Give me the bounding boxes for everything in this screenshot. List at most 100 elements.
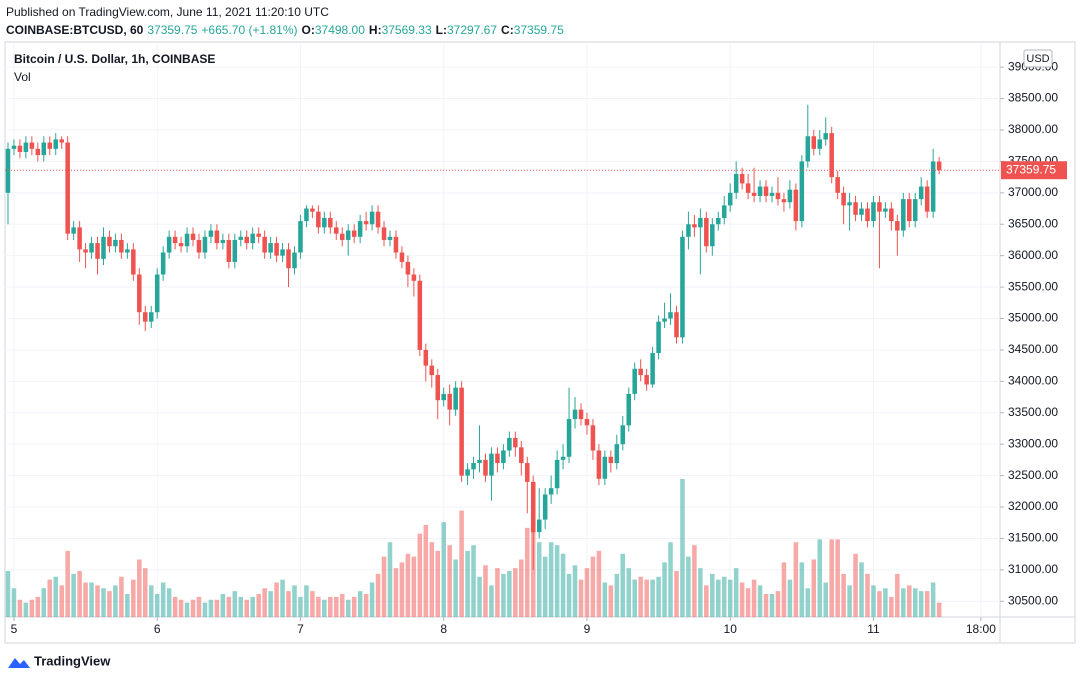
candle-body <box>208 230 214 237</box>
candle-body <box>316 211 321 228</box>
last-price-box <box>1001 161 1067 180</box>
candle-body <box>554 459 560 489</box>
volume-bar <box>17 599 23 617</box>
volume-bar <box>638 576 643 617</box>
volume-bar <box>11 588 17 617</box>
volume-bar <box>369 582 375 617</box>
candle-body <box>536 519 542 533</box>
candle-body <box>441 393 446 401</box>
volume-bar <box>292 585 297 617</box>
candle-body <box>351 230 357 237</box>
candle-body <box>733 173 739 193</box>
volume-bar <box>268 591 273 617</box>
volume-bar <box>5 571 11 617</box>
candle-body <box>471 463 476 470</box>
volume-bar <box>542 556 548 617</box>
volume-bar <box>137 559 142 617</box>
volume-bar <box>172 596 178 617</box>
candle-body <box>757 186 763 196</box>
candle-body <box>83 249 88 253</box>
volume-bar <box>274 582 279 617</box>
candle-body <box>393 236 399 253</box>
candle-body <box>357 221 363 237</box>
candle-body <box>411 274 417 281</box>
volume-bar <box>877 591 882 617</box>
candle-body <box>459 387 464 476</box>
chart-frame <box>4 41 1076 644</box>
candle-body <box>345 230 351 240</box>
candle-body <box>387 236 393 240</box>
volume-bar <box>256 594 261 617</box>
candle-body <box>495 453 500 464</box>
volume-bar <box>220 594 226 617</box>
candle-body <box>507 437 512 451</box>
volume-bar <box>668 542 673 617</box>
volume-bar <box>95 585 100 617</box>
y-tick-label: 34500.00 <box>1008 342 1058 356</box>
volume-bar <box>196 596 202 617</box>
candle-body <box>184 233 190 247</box>
candle-body <box>883 208 888 212</box>
currency-badge[interactable] <box>1023 49 1053 68</box>
candle-body <box>739 173 745 184</box>
volume-bar <box>513 568 518 617</box>
candle-body <box>334 227 339 234</box>
volume-bar <box>572 565 578 617</box>
candle-body <box>142 312 148 322</box>
candle-body <box>369 211 375 225</box>
candle-body <box>483 459 488 476</box>
candle-body <box>101 236 106 259</box>
candle-body <box>244 236 250 244</box>
volume-bar <box>178 599 184 617</box>
volume-bar <box>23 602 29 617</box>
candle-body <box>668 312 673 319</box>
candle-body <box>154 274 160 313</box>
logo: TradingView <box>34 653 111 668</box>
candle-body <box>131 249 136 275</box>
volume-bar <box>930 582 936 617</box>
candle-body <box>799 161 805 222</box>
volume-bar <box>148 585 154 617</box>
volume-bar <box>912 588 918 617</box>
candle-body <box>304 208 309 222</box>
volume-bar <box>507 571 512 617</box>
volume-bar <box>119 576 124 617</box>
volume-bar <box>250 596 255 617</box>
volume-bar <box>238 596 244 617</box>
volume-bar <box>656 576 661 617</box>
volume-bar <box>483 565 488 617</box>
volume-bar <box>113 585 118 617</box>
volume-bar <box>620 553 626 617</box>
volume-bar <box>489 585 494 617</box>
volume-bar <box>787 579 793 617</box>
volume-bar <box>698 568 703 617</box>
volume-bar <box>214 599 220 617</box>
x-tick-label: 7 <box>297 622 304 636</box>
candle-body <box>632 368 637 394</box>
candle-body <box>912 199 918 222</box>
candle-body <box>865 208 870 222</box>
y-tick-label: 35500.00 <box>1008 279 1058 293</box>
volume-bar <box>721 576 727 617</box>
currency[interactable]: USD <box>1026 53 1049 65</box>
volume-bar <box>525 527 530 617</box>
candle-body <box>23 142 29 152</box>
candle-body <box>692 224 697 228</box>
candle-body <box>674 312 679 338</box>
volume-bar <box>501 573 506 617</box>
volume-bar <box>417 533 423 617</box>
candle-body <box>530 481 536 533</box>
volume-bar <box>781 562 787 617</box>
volume-bar <box>859 562 864 617</box>
ohlc-key: H: <box>368 23 382 37</box>
candle-body <box>274 243 279 256</box>
y-tick-label: 30500.00 <box>1008 593 1058 607</box>
logo-icon <box>8 658 30 668</box>
volume-bar <box>423 525 429 617</box>
volume-bar <box>298 596 303 617</box>
candle-body <box>29 142 35 149</box>
volume-bar <box>184 602 190 617</box>
candle-body <box>751 192 757 196</box>
candle-body <box>435 375 441 401</box>
y-tick-label: 38000.00 <box>1008 122 1058 136</box>
